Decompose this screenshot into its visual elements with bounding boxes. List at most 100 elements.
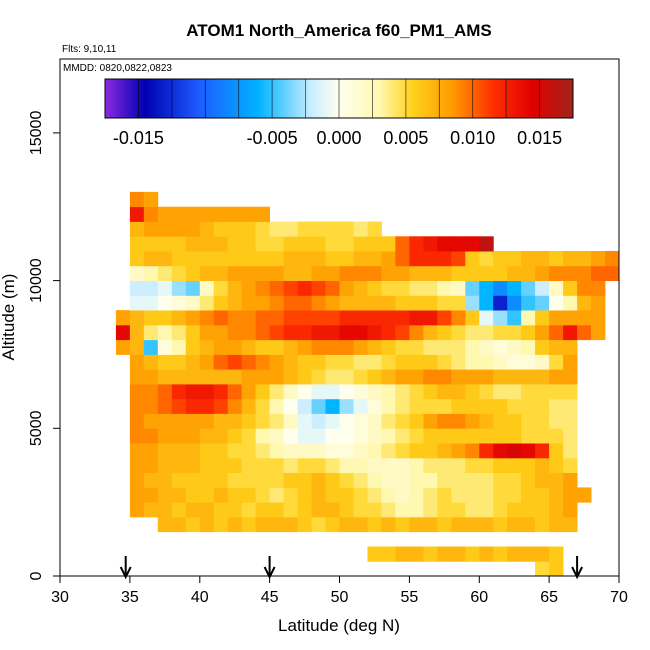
- heatmap-cell: [129, 251, 145, 267]
- heatmap-cell: [479, 310, 494, 326]
- heatmap-cell: [143, 191, 159, 208]
- heatmap-cell: [549, 384, 564, 400]
- heatmap-cell: [297, 398, 312, 414]
- heatmap-cell: [283, 265, 298, 281]
- heatmap-cell: [437, 354, 452, 370]
- heatmap-cell: [605, 265, 620, 281]
- heatmap-cell: [185, 457, 201, 473]
- heatmap-cell: [199, 384, 215, 400]
- heatmap-cell: [353, 443, 368, 459]
- heatmap-cell: [521, 516, 536, 533]
- heatmap-cell: [185, 236, 201, 252]
- heatmap-cell: [549, 546, 564, 562]
- heatmap-cell: [157, 280, 173, 296]
- heatmap-cell: [563, 472, 578, 488]
- heatmap-cell: [143, 443, 159, 459]
- heatmap-cell: [521, 398, 536, 414]
- heatmap-cell: [129, 280, 145, 296]
- heatmap-cell: [325, 221, 340, 237]
- heatmap-cell: [171, 457, 187, 473]
- heatmap-cell: [213, 428, 229, 444]
- heatmap-cell: [479, 398, 494, 414]
- heatmap-cell: [241, 251, 257, 267]
- heatmap-cell: [507, 369, 522, 385]
- heatmap-cell: [157, 384, 173, 400]
- heatmap-cell: [241, 324, 257, 341]
- heatmap-cell: [185, 265, 201, 281]
- heatmap-cell: [451, 265, 466, 281]
- heatmap-cell: [423, 516, 438, 533]
- heatmap-cell: [213, 487, 229, 503]
- heatmap-cell: [367, 413, 382, 429]
- heatmap-cell: [283, 354, 298, 370]
- heatmap-cell: [395, 457, 410, 473]
- heatmap-cell: [367, 295, 382, 311]
- heatmap-cell: [185, 398, 201, 414]
- heatmap-cell: [381, 398, 396, 414]
- heatmap-cell: [185, 472, 201, 488]
- heatmap-cell: [535, 339, 550, 355]
- heatmap-cell: [367, 265, 382, 281]
- heatmap-cell: [353, 310, 368, 326]
- heatmap-cell: [381, 487, 396, 503]
- heatmap-cell: [521, 324, 536, 341]
- heatmap-cell: [143, 384, 159, 400]
- heatmap-cell: [157, 206, 173, 222]
- heatmap-cell: [129, 310, 145, 326]
- heatmap-cell: [395, 502, 410, 518]
- heatmap-cell: [507, 546, 522, 562]
- heatmap-cell: [423, 502, 438, 518]
- heatmap-cell: [409, 324, 424, 341]
- heatmap-cell: [367, 280, 382, 296]
- heatmap-cell: [255, 251, 270, 267]
- heatmap-cell: [563, 339, 578, 355]
- heatmap-cell: [269, 384, 284, 400]
- heatmap-cell: [283, 413, 298, 429]
- heatmap-cell: [297, 472, 312, 488]
- heatmap-cell: [521, 443, 536, 459]
- heatmap-cell: [311, 502, 326, 518]
- heatmap-cell: [437, 236, 452, 252]
- colorbar-tick-label: 0.010: [450, 128, 495, 148]
- heatmap-cell: [339, 221, 354, 237]
- heatmap-cell: [353, 295, 368, 311]
- heatmap-cell: [185, 354, 201, 370]
- heatmap-cell: [465, 265, 480, 281]
- heatmap-cell: [143, 428, 159, 444]
- flight-arrow-marker: [263, 556, 276, 580]
- heatmap-cell: [451, 472, 466, 488]
- x-tick-label: 45: [261, 589, 279, 606]
- heatmap-cell: [297, 487, 312, 503]
- heatmap-cell: [227, 295, 243, 311]
- heatmap-cell: [297, 221, 312, 237]
- heatmap-cell: [213, 384, 229, 400]
- heatmap-cell: [367, 384, 382, 400]
- heatmap-cell: [535, 384, 550, 400]
- x-tick-label: 55: [401, 589, 419, 606]
- heatmap-cell: [465, 428, 480, 444]
- heatmap-cell: [185, 324, 201, 341]
- heatmap-cell: [129, 457, 145, 473]
- heatmap-cell: [241, 443, 257, 459]
- heatmap-cell: [171, 384, 187, 400]
- heatmap-cell: [591, 280, 606, 296]
- heatmap-cell: [423, 472, 438, 488]
- heatmap-cell: [381, 310, 396, 326]
- heatmap-cell: [283, 324, 298, 341]
- heatmap-cell: [521, 413, 536, 429]
- heatmap-cell: [395, 487, 410, 503]
- heatmap-cell: [213, 236, 229, 252]
- heatmap-cell: [507, 472, 522, 488]
- heatmap-cell: [311, 443, 326, 459]
- heatmap-cell: [171, 295, 187, 311]
- heatmap-cell: [367, 339, 382, 355]
- heatmap-cell: [171, 221, 187, 237]
- heatmap-cell: [143, 221, 159, 237]
- heatmap-cell: [311, 384, 326, 400]
- heatmap-cell: [521, 428, 536, 444]
- heatmap-cell: [171, 310, 187, 326]
- heatmap-cell: [157, 516, 173, 533]
- heatmap-cell: [395, 472, 410, 488]
- heatmap-cell: [199, 413, 215, 429]
- heatmap-cell: [283, 384, 298, 400]
